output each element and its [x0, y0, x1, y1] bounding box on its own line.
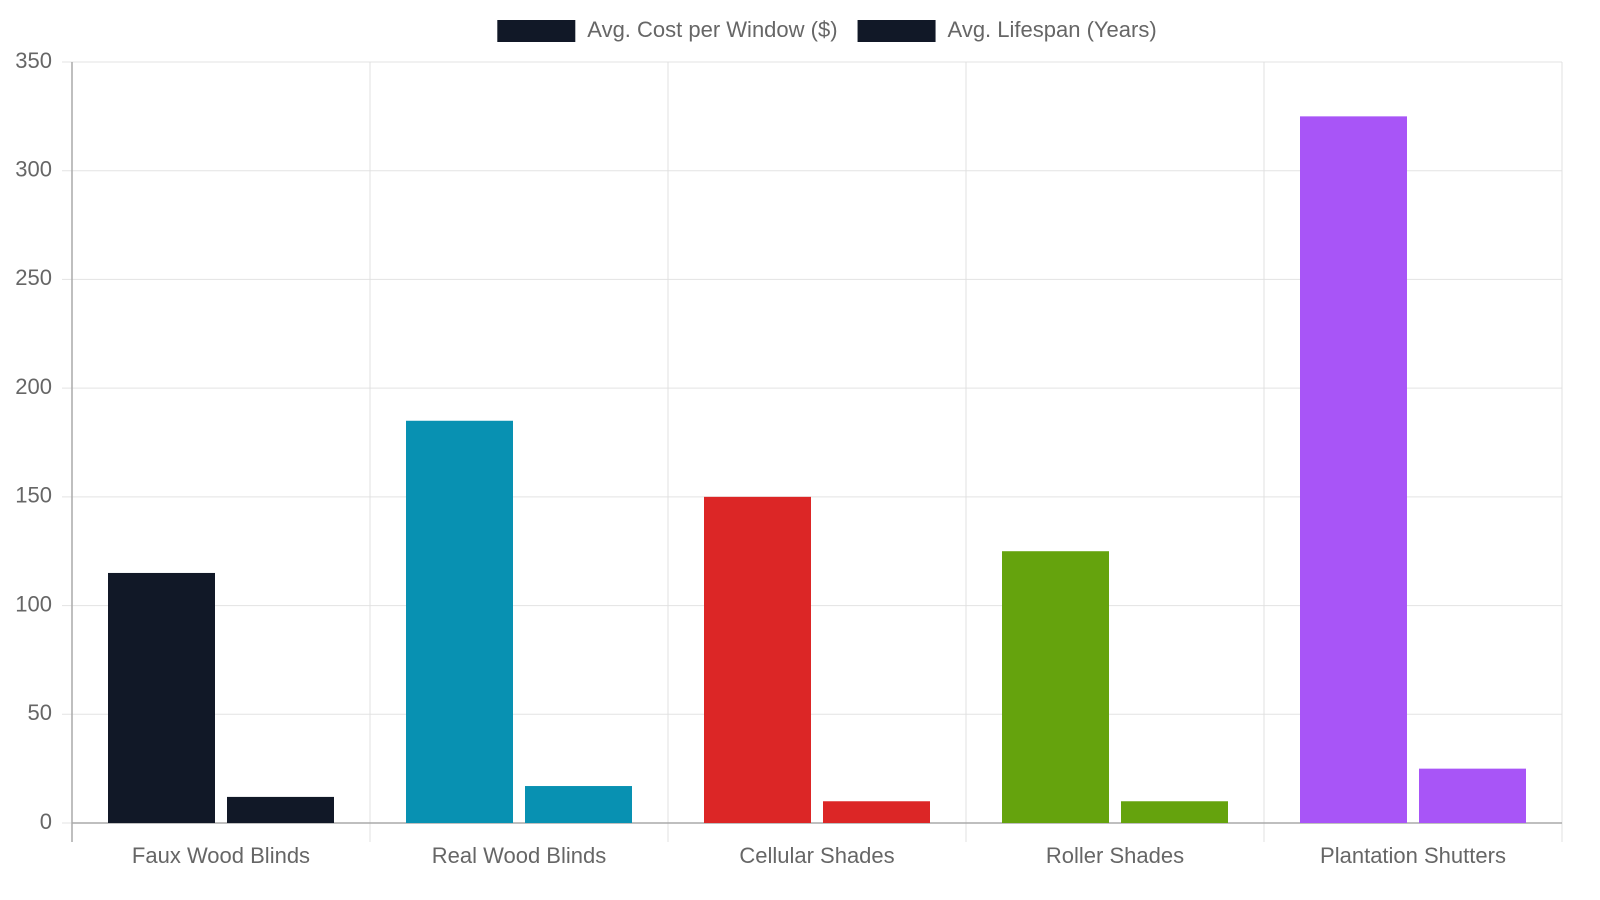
bar	[823, 801, 930, 823]
bar	[108, 572, 215, 823]
bar	[525, 786, 632, 823]
y-tick-label: 200	[15, 374, 52, 399]
y-tick-label: 350	[15, 48, 52, 73]
y-tick-label: 250	[15, 265, 52, 290]
y-tick-label: 50	[28, 700, 52, 725]
bar	[1002, 551, 1109, 823]
legend-label: Avg. Lifespan (Years)	[948, 17, 1157, 42]
y-tick-label: 300	[15, 157, 52, 182]
bar	[1121, 801, 1228, 823]
bar	[406, 420, 513, 823]
legend-swatch	[497, 20, 576, 42]
bar	[1419, 768, 1526, 823]
bar	[704, 496, 811, 823]
x-tick-label: Faux Wood Blinds	[132, 843, 310, 868]
y-tick-label: 100	[15, 591, 52, 616]
x-tick-label: Real Wood Blinds	[432, 843, 606, 868]
legend-swatch	[857, 20, 936, 42]
legend-label: Avg. Cost per Window ($)	[587, 17, 837, 42]
x-tick-label: Plantation Shutters	[1320, 843, 1506, 868]
x-tick-label: Roller Shades	[1046, 843, 1184, 868]
y-tick-label: 150	[15, 483, 52, 508]
bar	[227, 796, 334, 823]
x-tick-label: Cellular Shades	[739, 843, 894, 868]
y-tick-label: 0	[40, 809, 52, 834]
bar	[1300, 116, 1407, 824]
